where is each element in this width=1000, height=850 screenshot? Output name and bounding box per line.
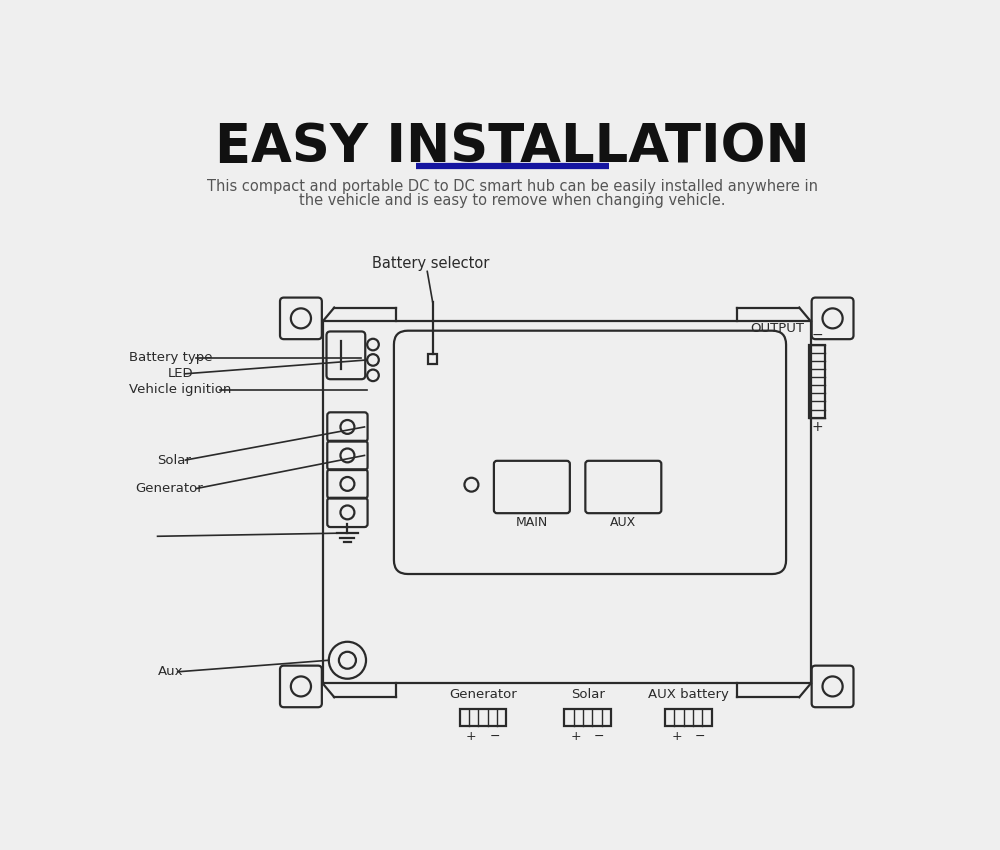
Text: −: − bbox=[811, 328, 823, 343]
Bar bbox=[665, 709, 712, 726]
Text: +: + bbox=[571, 730, 581, 743]
Text: −: − bbox=[594, 730, 605, 743]
Bar bbox=[428, 354, 437, 364]
Text: EASY INSTALLATION: EASY INSTALLATION bbox=[215, 122, 810, 173]
Text: Battery selector: Battery selector bbox=[372, 257, 490, 271]
Text: +: + bbox=[811, 420, 823, 434]
Bar bbox=[460, 709, 506, 726]
Text: +: + bbox=[466, 730, 477, 743]
Text: −: − bbox=[695, 730, 705, 743]
Text: OUTPUT: OUTPUT bbox=[751, 322, 805, 335]
Text: Aux: Aux bbox=[158, 666, 183, 678]
Text: AUX battery: AUX battery bbox=[648, 688, 729, 701]
Text: Generator: Generator bbox=[449, 688, 517, 701]
Text: Generator: Generator bbox=[135, 482, 203, 495]
Text: −: − bbox=[489, 730, 500, 743]
Text: This compact and portable DC to DC smart hub can be easily installed anywhere in: This compact and portable DC to DC smart… bbox=[207, 179, 818, 194]
Text: Battery type: Battery type bbox=[129, 351, 212, 364]
Text: MAIN: MAIN bbox=[516, 516, 548, 530]
Text: AUX: AUX bbox=[610, 516, 636, 530]
Text: Solar: Solar bbox=[571, 688, 605, 701]
Text: the vehicle and is easy to remove when changing vehicle.: the vehicle and is easy to remove when c… bbox=[299, 193, 726, 208]
Bar bbox=[323, 321, 811, 683]
Text: LED: LED bbox=[168, 367, 193, 380]
Text: Vehicle ignition: Vehicle ignition bbox=[129, 383, 231, 396]
Bar bbox=[564, 709, 611, 726]
Text: +: + bbox=[671, 730, 682, 743]
Bar bbox=[809, 344, 825, 417]
Text: Solar: Solar bbox=[158, 454, 191, 467]
